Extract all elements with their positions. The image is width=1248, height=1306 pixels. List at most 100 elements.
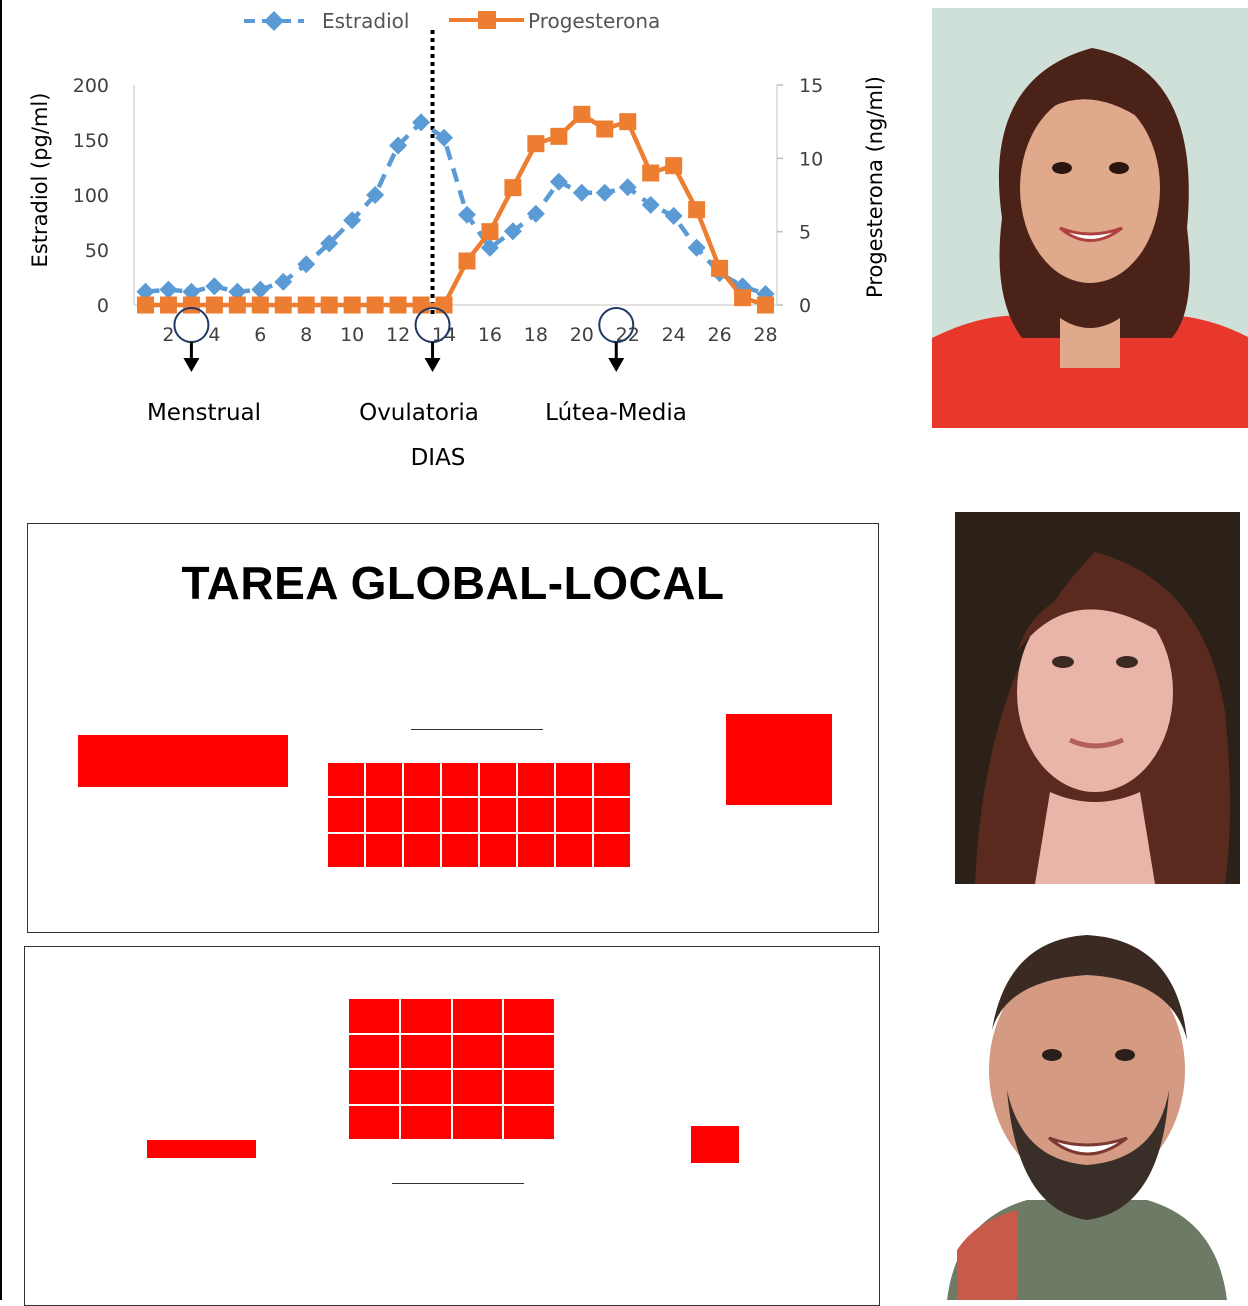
estradiol-point — [480, 238, 499, 257]
estradiol-point — [457, 205, 476, 224]
legend-progesterona: Progesterona — [528, 9, 660, 33]
y-right-tick-label: 10 — [799, 148, 823, 170]
portrait-photo-3 — [937, 920, 1237, 1300]
x-tick-label: 16 — [478, 324, 502, 346]
progesterona-point — [481, 223, 499, 241]
progesterona-point — [274, 296, 292, 314]
progesterona-point — [366, 296, 384, 314]
y-right-tick-label: 5 — [799, 222, 811, 244]
progesterona-point — [619, 113, 637, 131]
progesterona-point — [734, 289, 752, 307]
x-tick-label: 26 — [707, 324, 731, 346]
progesterona-point — [527, 135, 545, 153]
estradiol-point — [320, 234, 339, 253]
estradiol-point — [595, 183, 614, 202]
estradiol-point — [435, 128, 454, 147]
y-right-tick-label: 0 — [799, 295, 811, 317]
progesterona-point — [435, 296, 453, 314]
progesterona-point — [297, 296, 315, 314]
estradiol-point — [274, 272, 293, 291]
progesterona-point — [320, 296, 338, 314]
progesterona-point — [711, 259, 729, 277]
estradiol-point — [205, 277, 224, 296]
stimulus-square-right — [726, 714, 832, 805]
x-tick-label: 4 — [208, 324, 220, 346]
progesterona-point — [458, 252, 476, 270]
portrait-photo-2 — [955, 512, 1240, 884]
y-left-tick-label: 200 — [73, 75, 109, 97]
x-tick-label: 8 — [300, 324, 312, 346]
progesterona-point — [389, 296, 407, 314]
phase-arrow-head — [183, 358, 200, 372]
estradiol-point — [687, 238, 706, 257]
estradiol-point — [389, 136, 408, 155]
estradiol-point — [251, 280, 270, 299]
y-left-tick-label: 150 — [73, 130, 109, 152]
progesterona-point — [205, 296, 223, 314]
estradiol-point — [641, 195, 660, 214]
progesterona-point — [665, 157, 683, 175]
legend-estradiol: Estradiol — [322, 9, 409, 33]
progesterona-point — [573, 105, 591, 123]
stimulus-line-bottom — [392, 1183, 524, 1184]
x-tick-label: 28 — [753, 324, 777, 346]
progesterona-point — [412, 296, 430, 314]
estradiol-point — [412, 113, 431, 132]
phase-arrow-head — [608, 358, 625, 372]
progesterona-point — [182, 296, 200, 314]
progesterona-line — [145, 112, 767, 308]
progesterona-point — [504, 179, 522, 197]
progesterona-point — [159, 296, 177, 314]
y-left-tick-label: 100 — [73, 185, 109, 207]
stimulus-grid-center — [328, 763, 630, 867]
task-panel-1: TAREA GLOBAL-LOCAL — [27, 523, 879, 933]
progesterona-point — [228, 296, 246, 314]
progesterona-point — [136, 296, 154, 314]
estradiol-point — [228, 282, 247, 301]
estradiol-point — [503, 222, 522, 241]
estradiol-point — [159, 280, 178, 299]
estradiol-point — [343, 211, 362, 230]
estradiol-point — [572, 183, 591, 202]
task-panel-2 — [24, 946, 880, 1306]
estradiol-point — [136, 282, 155, 301]
y-left-tick-label: 50 — [85, 240, 109, 262]
estradiol-point — [526, 204, 545, 223]
y-axis-left-title: Estradiol (pg/ml) — [28, 93, 52, 268]
estradiol-point — [664, 206, 683, 225]
phase-label: Lútea-Media — [545, 400, 687, 426]
estradiol-point — [366, 186, 385, 204]
chart-legend: Estradiol Progesterona — [244, 9, 660, 33]
x-tick-label: 12 — [386, 324, 410, 346]
task-title: TAREA GLOBAL-LOCAL — [181, 557, 725, 609]
y-right-tick-label: 15 — [799, 75, 823, 97]
estradiol-point — [618, 178, 637, 197]
estradiol-point — [297, 255, 316, 274]
progesterona-point — [251, 296, 269, 314]
stimulus-line — [411, 729, 543, 730]
progesterona-point — [343, 296, 361, 314]
x-tick-label: 18 — [524, 324, 548, 346]
progesterona-point — [550, 127, 568, 145]
estradiol-point — [182, 282, 201, 301]
x-tick-label: 20 — [570, 324, 594, 346]
hormone-chart: Estradiol Progesterona 0 50 100 150 200 0 5 10 1… — [28, 9, 887, 471]
portrait-photo-1 — [932, 8, 1248, 428]
x-tick-label: 6 — [254, 324, 266, 346]
progesterona-point — [642, 164, 660, 182]
stimulus-square-small — [691, 1126, 739, 1163]
phase-arrow-head — [424, 358, 441, 372]
x-tick-label: 24 — [662, 324, 686, 346]
x-tick-label: 2 — [162, 324, 174, 346]
stimulus-bar-left — [147, 1140, 256, 1158]
y-axis-right-title: Progesterona (ng/ml) — [863, 76, 887, 298]
progesterona-point — [596, 120, 614, 138]
stimulus-rectangle-left — [78, 735, 288, 787]
x-tick-label: 10 — [340, 324, 364, 346]
progesterona-point — [757, 296, 775, 314]
phase-label: Ovulatoria — [359, 400, 479, 426]
phase-label: Menstrual — [147, 400, 261, 426]
y-left-tick-label: 0 — [97, 295, 109, 317]
estradiol-point — [549, 172, 568, 191]
x-axis-title: DIAS — [411, 445, 466, 471]
